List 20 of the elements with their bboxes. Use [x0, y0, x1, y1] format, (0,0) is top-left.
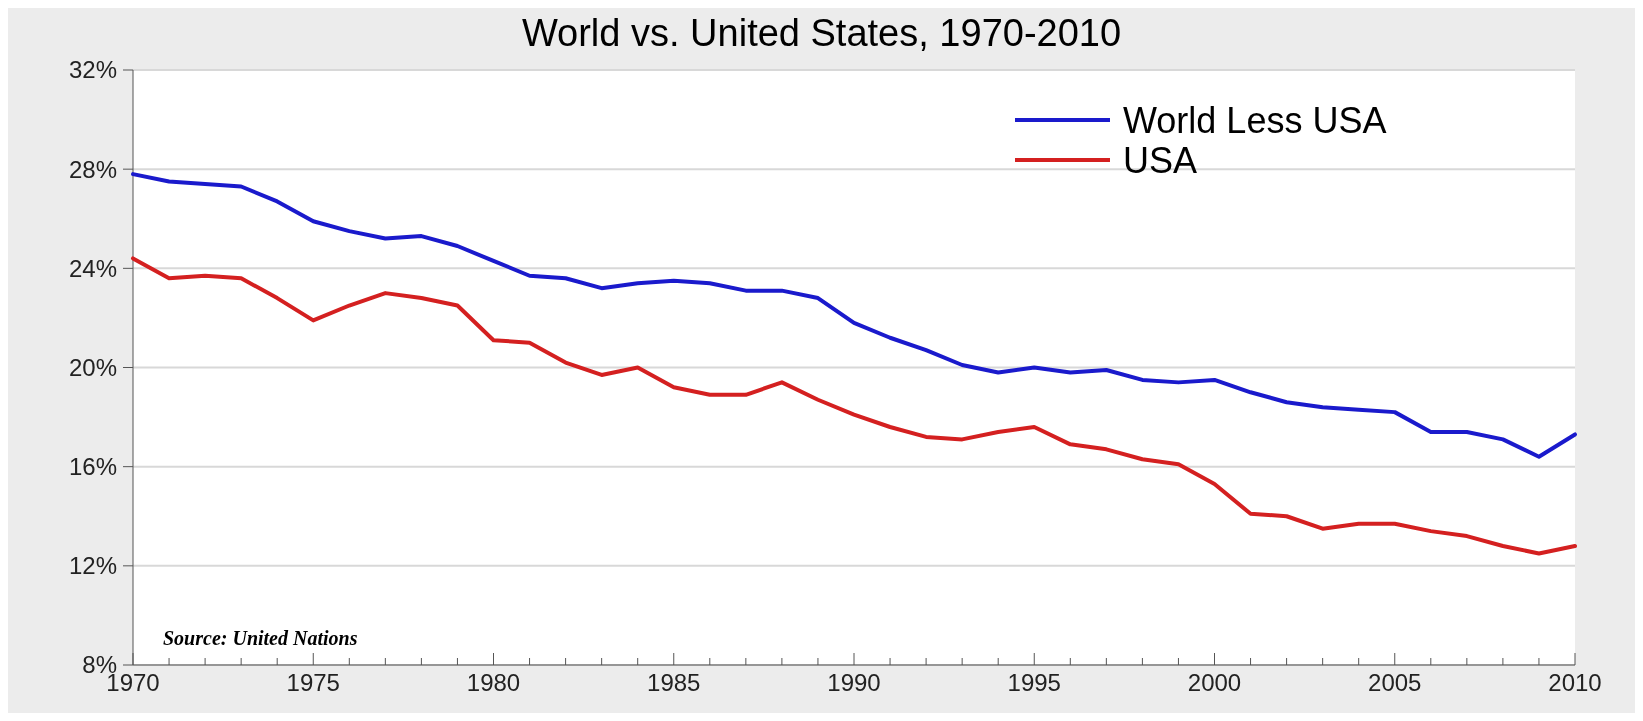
chart-title: World vs. United States, 1970-2010	[521, 12, 1122, 54]
legend-label: USA	[1123, 139, 1198, 181]
x-tick-label: 2010	[1548, 669, 1602, 696]
annotation: Source: United Nations	[163, 627, 358, 649]
y-tick-label: 12%	[68, 552, 117, 580]
y-tick-label: 28%	[68, 155, 117, 183]
x-tick-label: 1980	[466, 669, 521, 696]
x-tick-label: 2000	[1187, 669, 1242, 696]
x-tick-label: 1995	[1007, 669, 1061, 696]
legend-label: World Less USA	[1123, 99, 1387, 141]
y-tick-label: 24%	[68, 254, 117, 282]
line-series	[131, 256, 1577, 556]
y-tick-label: 32%	[68, 56, 117, 84]
line-series	[131, 172, 1577, 459]
y-tick-label: 20%	[68, 353, 117, 381]
x-tick-label: 1975	[286, 669, 340, 696]
x-tick-label: 1985	[647, 669, 701, 696]
x-tick-label: 1990	[827, 669, 881, 696]
x-tick-label: 2005	[1368, 669, 1422, 696]
y-tick-label: 16%	[68, 453, 117, 481]
